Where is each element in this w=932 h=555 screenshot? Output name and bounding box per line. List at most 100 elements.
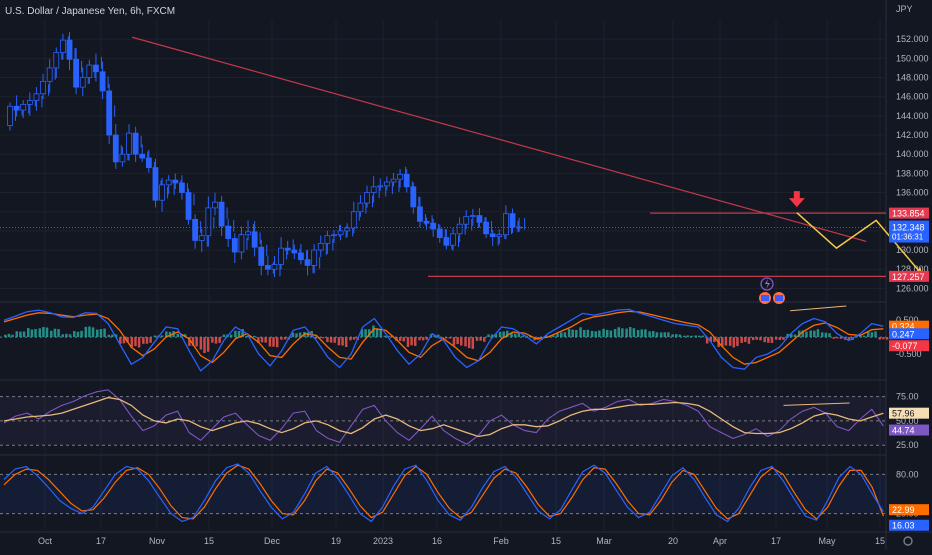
macd-histogram-bar [586, 329, 590, 338]
candle-body [225, 225, 232, 239]
resistance-badge-bg [889, 207, 929, 219]
rsi-line [3, 389, 884, 445]
macd-histogram-bar [628, 326, 632, 338]
macd-histogram-bar [571, 329, 574, 338]
macd-histogram-bar [663, 332, 667, 338]
macd-histogram-bar [80, 330, 83, 338]
candle-body [93, 64, 99, 73]
candle-body [126, 132, 132, 155]
price-tick-label: 142.000 [896, 130, 929, 140]
macd-histogram-bar [310, 330, 313, 338]
macd-value-badge-bg [889, 320, 929, 332]
macd-histogram-bar [344, 337, 348, 348]
macd-histogram-bar [675, 334, 678, 338]
support-badge-bg [889, 270, 929, 282]
macd-histogram-bar [870, 332, 874, 338]
macd-histogram-bar [76, 331, 80, 338]
macd-histogram-bar [579, 327, 582, 338]
macd-histogram-bar [145, 337, 149, 344]
macd-histogram-bar [767, 337, 770, 343]
macd-histogram-bar [441, 337, 444, 339]
macd-histogram-bar [464, 337, 467, 347]
candle-body [59, 39, 66, 53]
macd-histogram-bar [88, 326, 91, 338]
macd-histogram-bar [333, 337, 336, 343]
macd-signal-line [3, 310, 884, 365]
macd-histogram-bar [53, 328, 57, 338]
time-tick-label: 15 [551, 536, 561, 546]
macd-histogram-bar [176, 333, 180, 338]
candle-body [298, 252, 304, 261]
macd-histogram-bar [50, 330, 53, 338]
candle-body [443, 237, 450, 246]
macd-histogram-bar [191, 337, 195, 346]
rsi-tick-label: 75.00 [896, 392, 919, 402]
macd-histogram-bar [245, 335, 249, 338]
macd-histogram-bar [625, 328, 628, 338]
macd-histogram-bar [260, 337, 264, 343]
macd-histogram-bar [211, 337, 214, 343]
macd-histogram-bar [836, 337, 839, 339]
candle-body [238, 234, 245, 253]
macd-histogram-bar [874, 331, 877, 338]
macd-histogram-bar [471, 337, 475, 349]
macd-histogram-bar [882, 337, 885, 340]
macd-histogram-bar [598, 330, 601, 338]
macd-histogram-bar [452, 337, 456, 346]
macd-histogram-bar [552, 335, 555, 338]
time-tick-label: Oct [38, 536, 53, 546]
candle-body [436, 228, 443, 239]
macd-histogram-bar [648, 331, 651, 338]
macd-histogram-bar [621, 328, 624, 338]
macd-histogram-bar [425, 337, 429, 340]
time-tick-label: 15 [204, 536, 214, 546]
macd-histogram-bar [387, 335, 390, 338]
candle-body [13, 105, 20, 111]
macd-histogram-bar [326, 337, 329, 343]
us-flag-icon-inner [761, 295, 769, 301]
price-tick-label: 152.000 [896, 34, 929, 44]
candle-body [172, 179, 179, 184]
macd-histogram-bar [728, 337, 732, 346]
macd-histogram-bar [786, 333, 789, 338]
macd-histogram-bar [483, 337, 486, 342]
macd-histogram-bar [456, 337, 459, 345]
macd-histogram-bar [494, 333, 498, 338]
support-badge: 127.257 [892, 272, 925, 282]
macd-histogram-bar [820, 332, 824, 338]
macd-histogram-bar [73, 331, 76, 338]
macd-histogram-bar [165, 331, 168, 338]
macd-histogram-bar [690, 335, 693, 338]
macd-histogram-bar [682, 335, 686, 338]
macd-histogram-bar [644, 329, 647, 338]
candle-body [357, 202, 364, 213]
macd-histogram-bar [264, 337, 267, 343]
candle-body [152, 167, 159, 201]
macd-value-badge: 0.324 [892, 322, 915, 332]
histogram-value-badge-bg [889, 340, 929, 352]
price-tick-label: 126.000 [896, 283, 929, 293]
macd-histogram-bar [498, 331, 502, 338]
macd-histogram-bar [763, 337, 766, 343]
macd-histogram-bar [828, 333, 831, 338]
candle-body [73, 58, 80, 88]
candle-body [304, 259, 311, 266]
descending-trendline [132, 36, 867, 243]
lightning-icon [760, 277, 774, 291]
histogram-value-badge: -0.077 [892, 341, 918, 351]
macd-histogram-bar [847, 337, 851, 341]
macd-histogram-bar [824, 332, 828, 338]
macd-histogram-bar [280, 337, 283, 340]
macd-histogram-bar [517, 332, 521, 338]
sell-arrow-icon [788, 191, 805, 208]
time-tick-label: May [818, 536, 836, 546]
macd-histogram-bar [567, 328, 571, 338]
macd-histogram-bar [367, 329, 371, 338]
stoch-d-badge-bg [889, 519, 929, 531]
macd-histogram-bar [218, 337, 221, 343]
price-tick-label: 144.000 [896, 111, 929, 121]
macd-histogram-bar [349, 337, 352, 341]
macd-histogram-bar [502, 331, 505, 338]
